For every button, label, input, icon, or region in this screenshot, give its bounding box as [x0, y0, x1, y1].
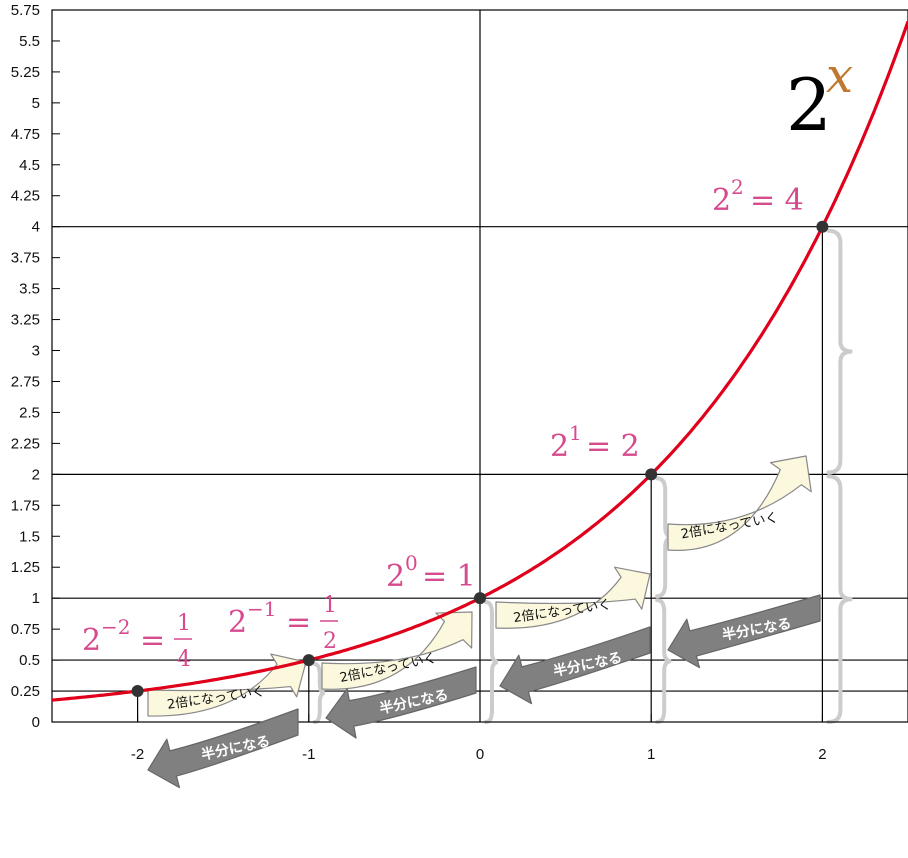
data-point — [474, 592, 486, 605]
formula-base: 2 — [786, 63, 832, 147]
x-tick-label: 0 — [476, 746, 484, 763]
y-tick-label: 1 — [32, 590, 40, 607]
eq-value: = 1 — [422, 559, 476, 594]
y-tick-label: 0 — [32, 714, 40, 731]
data-point — [302, 654, 315, 667]
arrow-shape — [321, 611, 473, 690]
y-tick-label: 2 — [32, 466, 40, 483]
arrow-label: 2倍になっていく — [512, 597, 612, 626]
x-axis-ticks: -2 -1 0 1 2 — [131, 714, 827, 763]
x-tick-label: 2 — [818, 746, 826, 763]
arrow-shape — [667, 455, 812, 551]
y-tick-label: 0.75 — [11, 621, 40, 638]
arrow-shape — [667, 594, 821, 669]
half-arrow: 半分になる — [499, 626, 651, 705]
y-tick-label: 5.25 — [11, 64, 40, 81]
eq-exponent: 2 — [731, 175, 744, 199]
y-tick-label: 1.75 — [11, 497, 40, 514]
y-tick-label: 1.25 — [11, 559, 40, 576]
arrow-shape — [325, 666, 477, 739]
y-tick-label: 1.5 — [19, 528, 40, 545]
eq-exponent: −1 — [247, 597, 276, 621]
eq-sign: = — [286, 605, 311, 640]
brace — [655, 598, 672, 724]
arrow-label: 2倍になっていく — [338, 651, 438, 686]
eq-value: = 4 — [750, 183, 804, 218]
braces — [312, 228, 853, 724]
arrows: 2倍になっていく2倍になっていく2倍になっていく2倍になっていく半分になる半分に… — [147, 455, 821, 789]
y-tick-label: 2.5 — [19, 404, 40, 421]
eq-numerator: 1 — [177, 611, 191, 636]
eq-base: 2 — [82, 623, 101, 658]
point-equations: 2 −2 = 142 −1 = 122 0 = 12 1 = 22 2 = 4 — [82, 175, 804, 672]
y-tick-label: 5.75 — [11, 2, 40, 19]
data-point — [131, 685, 144, 698]
y-tick-label: 4 — [32, 219, 40, 236]
arrow-shape — [147, 653, 307, 717]
y-tick-label: 3.5 — [19, 281, 40, 298]
formula-exponent: x — [826, 48, 853, 104]
x-tick-label: 1 — [647, 746, 655, 763]
half-arrow: 半分になる — [147, 708, 299, 789]
y-tick-label: 0.5 — [19, 652, 40, 669]
eq-exponent: 0 — [405, 551, 418, 575]
eq-exponent: 1 — [569, 421, 582, 445]
double-arrow: 2倍になっていく — [667, 455, 812, 551]
x-tick-label: -2 — [131, 746, 144, 763]
arrow-shape — [147, 708, 299, 789]
eq-value: = 2 — [586, 429, 640, 464]
y-tick-label: 5.5 — [19, 33, 40, 50]
y-tick-label: 2.25 — [11, 435, 40, 452]
arrow-label: 2倍になっていく — [166, 684, 266, 713]
arrow-shape — [495, 566, 651, 629]
brace — [312, 662, 326, 724]
brace — [826, 228, 853, 475]
eq-base: 2 — [712, 183, 731, 218]
y-tick-label: 3.75 — [11, 250, 40, 267]
brace — [826, 474, 853, 724]
data-points — [131, 220, 829, 698]
eq-base: 2 — [228, 605, 247, 640]
data-point — [645, 468, 658, 481]
data-point — [816, 220, 829, 233]
y-tick-label: 4.25 — [11, 188, 40, 205]
x-tick-label: -1 — [302, 746, 315, 763]
y-tick-label: 3.25 — [11, 312, 40, 329]
y-tick-label: 5 — [32, 95, 40, 112]
eq-denominator: 2 — [323, 629, 337, 654]
arrow-label: 2倍になっていく — [680, 511, 780, 543]
eq-sign: = — [140, 623, 165, 658]
eq-base: 2 — [550, 429, 569, 464]
eq-base: 2 — [386, 559, 405, 594]
y-tick-label: 0.25 — [11, 683, 40, 700]
y-tick-label: 4.5 — [19, 157, 40, 174]
arrow-shape — [499, 626, 651, 705]
y-tick-label: 3 — [32, 343, 40, 360]
y-axis-ticks: 0 0.25 0.5 0.75 1 1.25 1.5 1.75 2 2.25 2.5 2.75 3 3.2… — [11, 2, 60, 731]
brace — [484, 600, 499, 724]
eq-denominator: 4 — [177, 647, 191, 672]
y-tick-label: 2.75 — [11, 373, 40, 390]
formula-label: 2 x — [786, 48, 853, 147]
y-tick-label: 4.75 — [11, 126, 40, 143]
eq-numerator: 1 — [323, 593, 337, 618]
eq-exponent: −2 — [101, 615, 130, 639]
half-arrow: 半分になる — [667, 594, 821, 669]
